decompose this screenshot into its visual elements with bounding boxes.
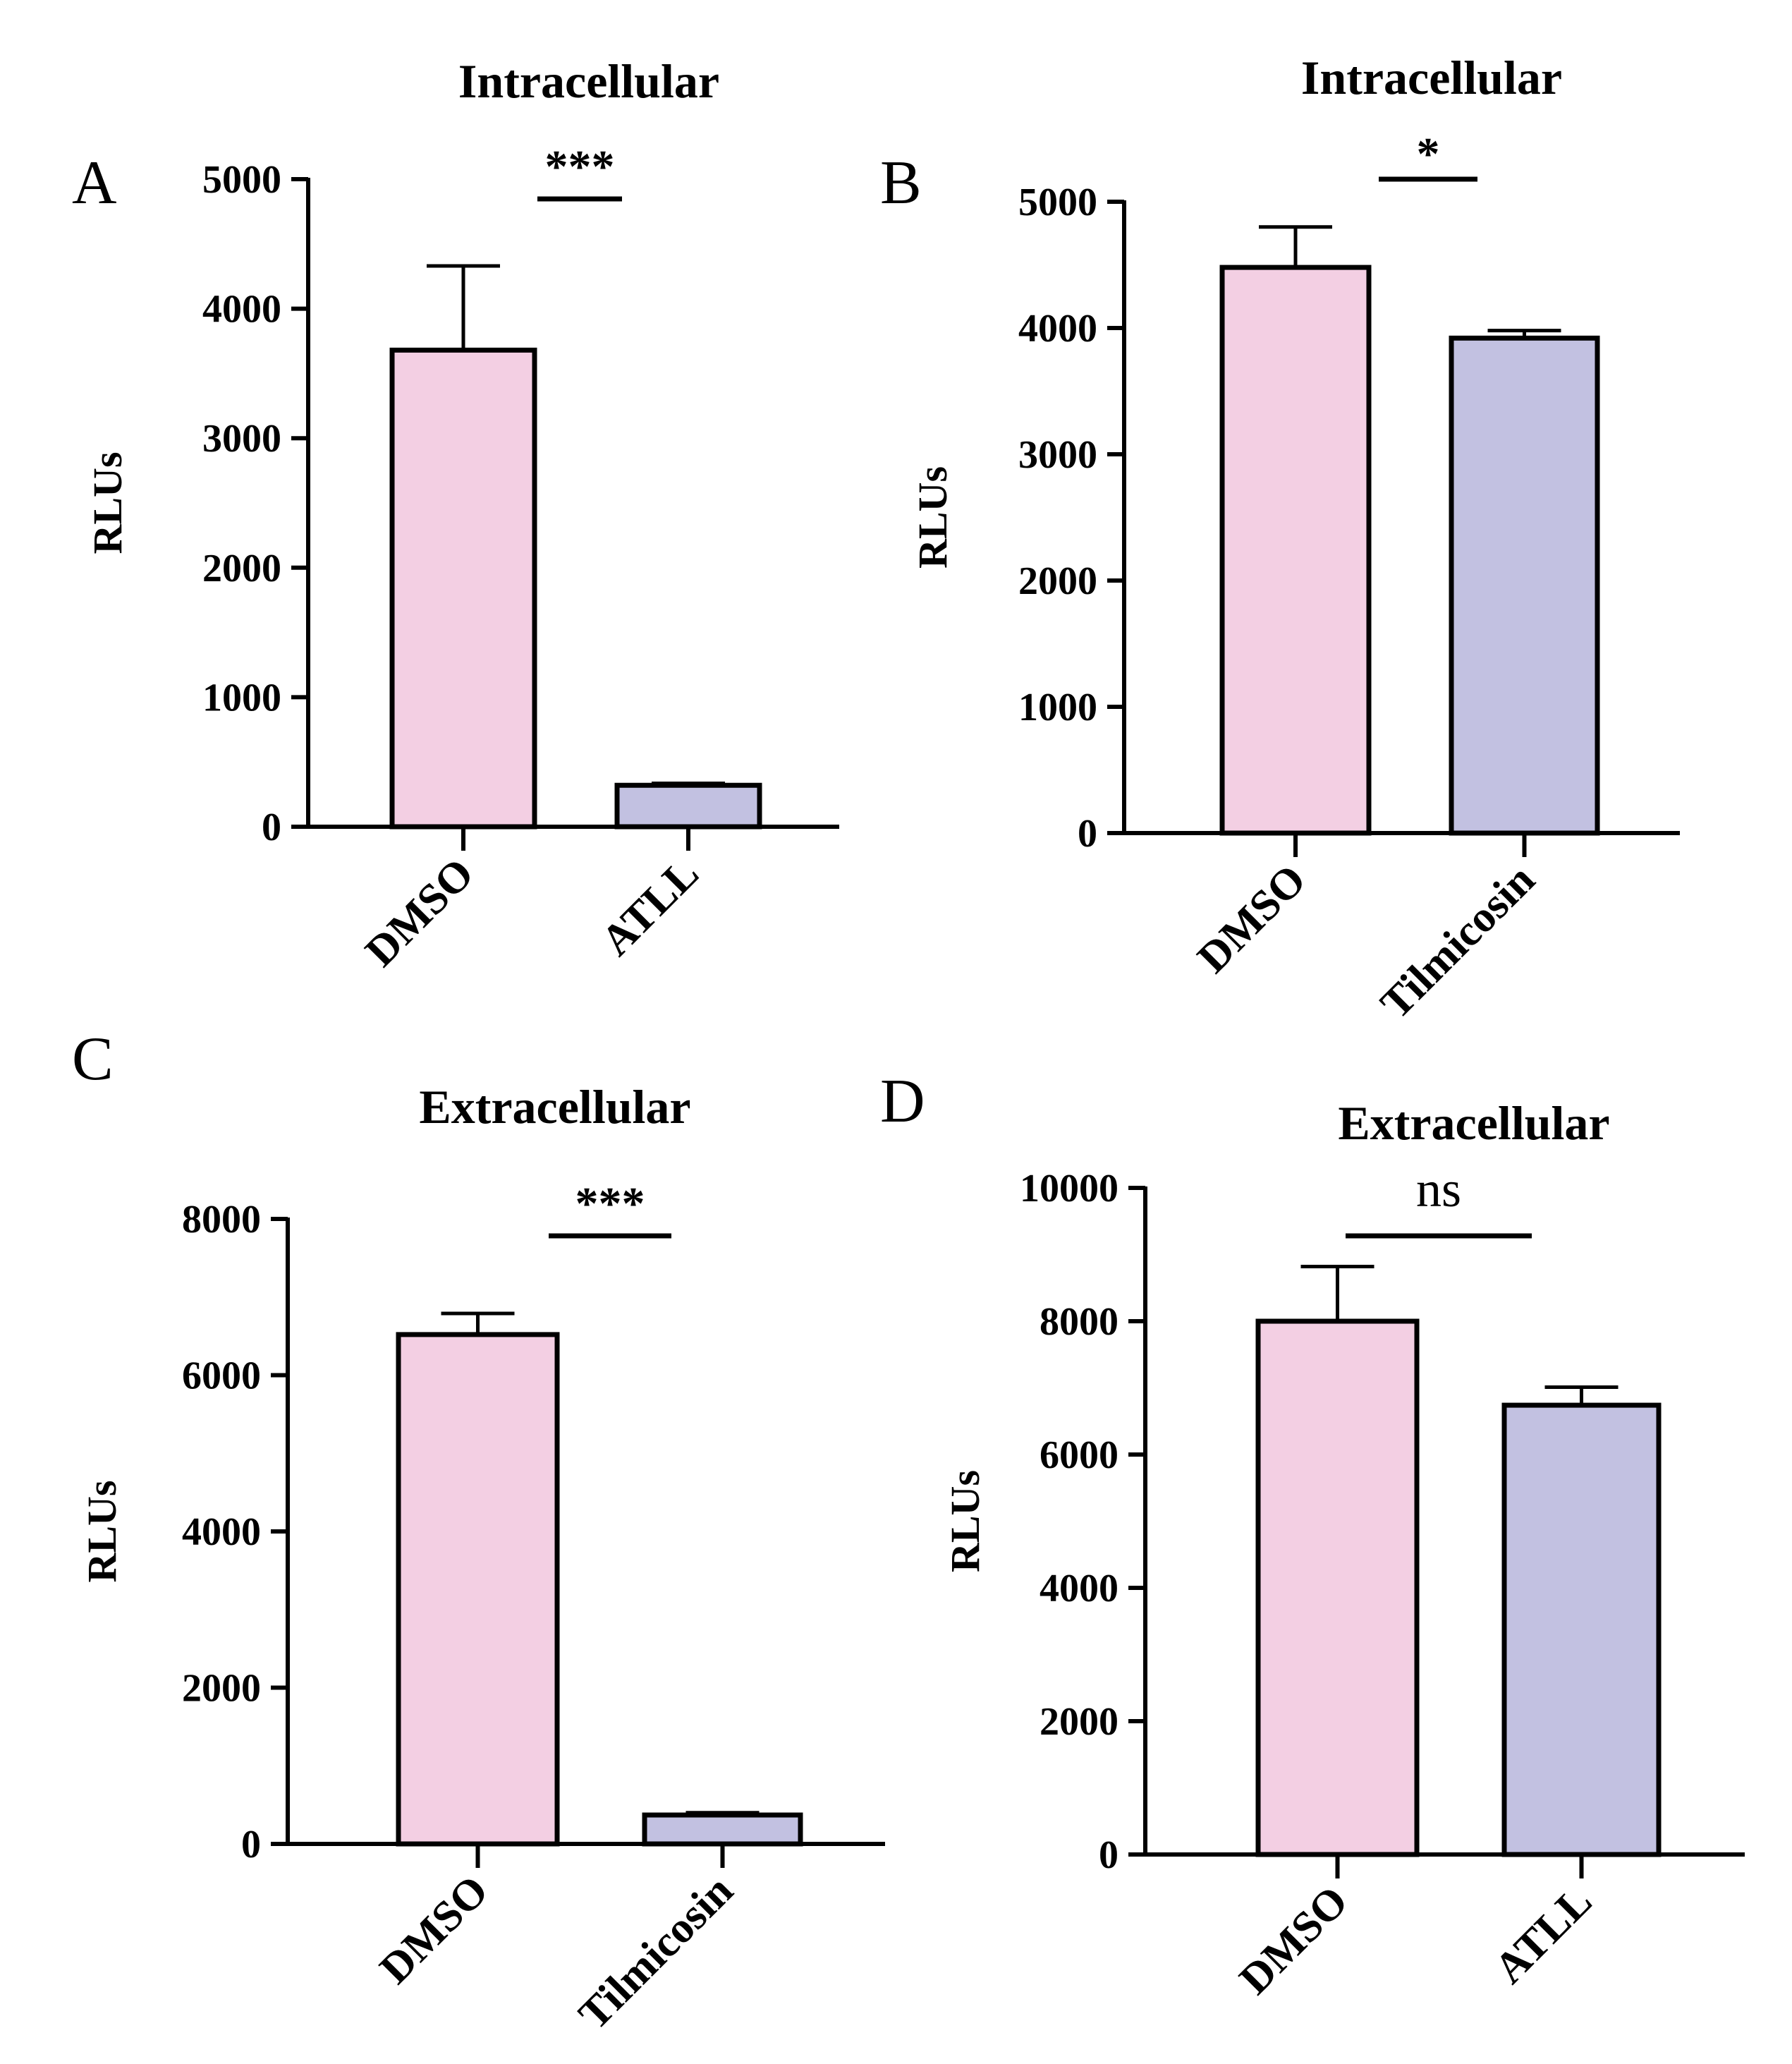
bar-dmso: [1255, 1318, 1420, 1857]
y-tick-label: 2000: [1040, 1700, 1119, 1744]
significance-label: ***: [545, 141, 615, 193]
y-tick-label: 0: [241, 1823, 261, 1866]
bar-tilmicosin: [1449, 335, 1600, 836]
panel-letter: C: [72, 1025, 114, 1093]
bar-dmso: [1219, 265, 1372, 836]
y-tick-label: 2000: [1018, 559, 1097, 603]
y-tick-label: 6000: [1040, 1433, 1119, 1477]
x-tick-label: DMSO: [356, 849, 483, 976]
panel-b: B Intracellular RLUs 0 1000 2000 3000 4000 5000 D…: [880, 51, 1680, 1028]
y-tick-label: 2000: [182, 1667, 261, 1711]
y-axis-label: RLUs: [942, 1470, 988, 1572]
y-tick-label: 3000: [1018, 433, 1097, 477]
x-tick-label: DMSO: [1188, 856, 1315, 983]
y-tick-label: 4000: [182, 1510, 261, 1554]
y-tick-label: 8000: [1040, 1300, 1119, 1344]
x-tick-label: Tilmicosin: [1372, 856, 1544, 1028]
y-tick-label: 6000: [182, 1354, 261, 1398]
y-axis-label: RLUs: [79, 1480, 125, 1582]
y-tick-label: 4000: [1018, 307, 1097, 351]
y-tick-label: 1000: [202, 676, 281, 720]
bar-dmso: [389, 347, 537, 830]
panel-letter: D: [880, 1067, 925, 1136]
panel-letter: B: [880, 149, 922, 217]
chart-title: Extracellular: [419, 1080, 690, 1134]
y-tick-label: 4000: [1040, 1567, 1119, 1610]
panel-letter: A: [72, 149, 117, 217]
y-axis-label: RLUs: [85, 451, 130, 554]
y-tick-label: 0: [1099, 1833, 1119, 1877]
bar-atll: [1501, 1402, 1662, 1857]
y-tick-label: 5000: [1018, 181, 1097, 224]
x-tick-label: ATLL: [1485, 1877, 1601, 1993]
panel-d: D Extracellular RLUs 0 2000 4000 6000 8000 10000…: [880, 1067, 1745, 2003]
bar-tilmicosin: [642, 1812, 803, 1847]
y-tick-label: 1000: [1018, 686, 1097, 729]
y-tick-label: 5000: [202, 158, 281, 202]
y-tick-label: 10000: [1020, 1167, 1119, 1210]
chart-title: Intracellular: [1301, 51, 1562, 104]
y-tick-label: 4000: [202, 288, 281, 332]
y-axis-label: RLUs: [910, 466, 956, 569]
y-tick-label: 8000: [182, 1198, 261, 1242]
y-tick-label: 3000: [202, 417, 281, 461]
x-tick-label: DMSO: [371, 1866, 498, 1993]
x-tick-label: DMSO: [1231, 1877, 1358, 2004]
chart-title: Intracellular: [458, 54, 719, 108]
panel-a: A Intracellular RLUs 0 1000 2000 3000 4000 5000 D…: [72, 54, 839, 976]
chart-title: Extracellular: [1338, 1096, 1609, 1150]
y-tick-label: 0: [262, 806, 281, 849]
y-tick-label: 2000: [202, 547, 281, 590]
significance-label: ns: [1416, 1161, 1461, 1218]
bar-dmso: [396, 1332, 560, 1847]
y-tick-label: 0: [1078, 812, 1097, 856]
significance-label: ***: [575, 1178, 645, 1230]
x-tick-label: ATLL: [592, 849, 708, 965]
panel-c: C Extracellular RLUs 0 2000 4000 6000 8000 DMSO T…: [72, 1025, 885, 2039]
bar-atll: [614, 782, 762, 830]
x-tick-label: Tilmicosin: [570, 1866, 743, 2039]
significance-label: *: [1417, 128, 1440, 180]
